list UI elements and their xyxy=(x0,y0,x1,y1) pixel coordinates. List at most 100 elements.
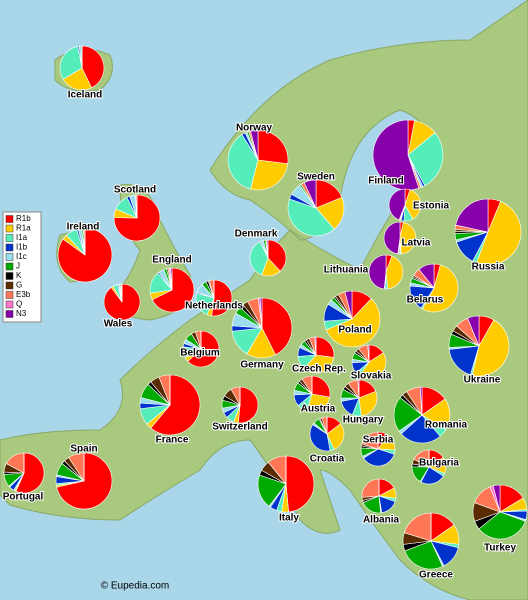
region-label: Wales xyxy=(104,319,133,330)
region-label: Finland xyxy=(368,176,404,187)
pie xyxy=(113,194,161,242)
pie-slice xyxy=(404,540,443,570)
pie-slice xyxy=(266,239,269,259)
pie-slice xyxy=(383,221,401,255)
pie xyxy=(103,283,141,321)
region-label: Ukraine xyxy=(464,375,501,386)
region-label: Netherlands xyxy=(185,301,243,312)
legend-swatch xyxy=(5,243,14,252)
region-label: Russia xyxy=(472,262,505,273)
pie xyxy=(340,379,378,417)
region-label: Estonia xyxy=(413,201,450,212)
pie xyxy=(139,374,201,436)
region-label: Slovakia xyxy=(351,371,392,382)
pie-slice xyxy=(150,374,201,436)
legend-swatch xyxy=(5,272,14,280)
pie-slice xyxy=(309,424,331,452)
legend-swatch xyxy=(5,300,14,309)
region-label: Hungary xyxy=(343,415,384,426)
region-label: Czech Rep. xyxy=(292,364,346,375)
legend-label: N3 xyxy=(16,309,27,318)
legend-swatch xyxy=(5,253,14,261)
pie xyxy=(402,512,460,570)
pie xyxy=(227,129,289,191)
legend-label: I1a xyxy=(16,233,28,242)
pie xyxy=(231,297,293,359)
pie-slice xyxy=(81,45,105,89)
legend-swatch xyxy=(5,234,14,242)
pie-slice xyxy=(358,390,378,417)
region-label: Latvia xyxy=(402,238,431,249)
pie-slice xyxy=(325,298,381,348)
pie xyxy=(448,315,510,377)
pie xyxy=(149,267,195,313)
region-label: Switzerland xyxy=(212,422,268,433)
pie-slice xyxy=(211,279,233,317)
pie xyxy=(287,179,345,237)
region-label: Croatia xyxy=(310,454,345,465)
pie xyxy=(383,221,417,255)
region-label: Serbia xyxy=(363,435,394,446)
region-label: Iceland xyxy=(68,90,102,101)
pie-slice xyxy=(455,198,489,233)
region-label: Ireland xyxy=(67,222,100,233)
pie-slice xyxy=(399,221,417,255)
pie xyxy=(409,263,459,313)
pie xyxy=(393,386,451,444)
pie xyxy=(293,375,331,413)
region-label: Belarus xyxy=(407,295,444,306)
pie-slice xyxy=(303,354,335,374)
pie xyxy=(388,188,422,222)
pie xyxy=(221,386,259,424)
pie xyxy=(323,290,381,348)
pie-slice xyxy=(170,267,173,291)
pie xyxy=(360,431,396,467)
pie-slice xyxy=(259,297,263,329)
pie-slice xyxy=(367,344,370,363)
pie-slice xyxy=(476,201,522,266)
legend-label: Q xyxy=(16,300,22,309)
region-label: Denmark xyxy=(235,229,278,240)
legend-swatch xyxy=(5,310,14,318)
region-label: Bulgaria xyxy=(419,458,459,469)
pie-slice xyxy=(400,414,441,444)
pie-slice xyxy=(492,484,501,513)
pie xyxy=(351,344,387,380)
region-label: Sweden xyxy=(297,172,335,183)
region-label: Romania xyxy=(425,420,468,431)
pie-slice xyxy=(419,386,423,416)
region-label: Austria xyxy=(301,404,336,415)
pie-slice xyxy=(471,319,510,377)
pie xyxy=(372,119,444,191)
legend-swatch xyxy=(5,224,14,233)
pie-slice xyxy=(388,188,406,221)
region-label: Italy xyxy=(279,513,299,524)
legend-swatch xyxy=(5,262,14,271)
pie-slice xyxy=(113,194,161,242)
pie xyxy=(454,198,522,266)
pie-slice xyxy=(257,129,289,165)
pie-slice xyxy=(59,46,83,80)
region-label: Belgium xyxy=(180,348,220,359)
pie-slice xyxy=(344,290,353,320)
pie xyxy=(309,416,345,452)
pie-slice xyxy=(250,129,259,161)
labels: Iceland Norway Sweden Finland Scotland Irelan… xyxy=(2,89,518,582)
pie-slice xyxy=(237,386,259,424)
pie xyxy=(297,336,335,374)
pie-slice xyxy=(357,379,360,399)
region-label: Greece xyxy=(419,570,453,581)
pie xyxy=(249,239,287,277)
legend-label: R1b xyxy=(16,214,31,223)
pie xyxy=(411,449,447,485)
pie-slice xyxy=(287,198,335,237)
pie-slice xyxy=(267,239,287,272)
pie-slice xyxy=(250,159,289,191)
legend-label: I1b xyxy=(16,243,28,252)
pie-slice xyxy=(151,267,195,313)
pie-slice xyxy=(249,241,269,276)
region-label: Albania xyxy=(363,515,400,526)
legend-swatch xyxy=(5,281,14,290)
